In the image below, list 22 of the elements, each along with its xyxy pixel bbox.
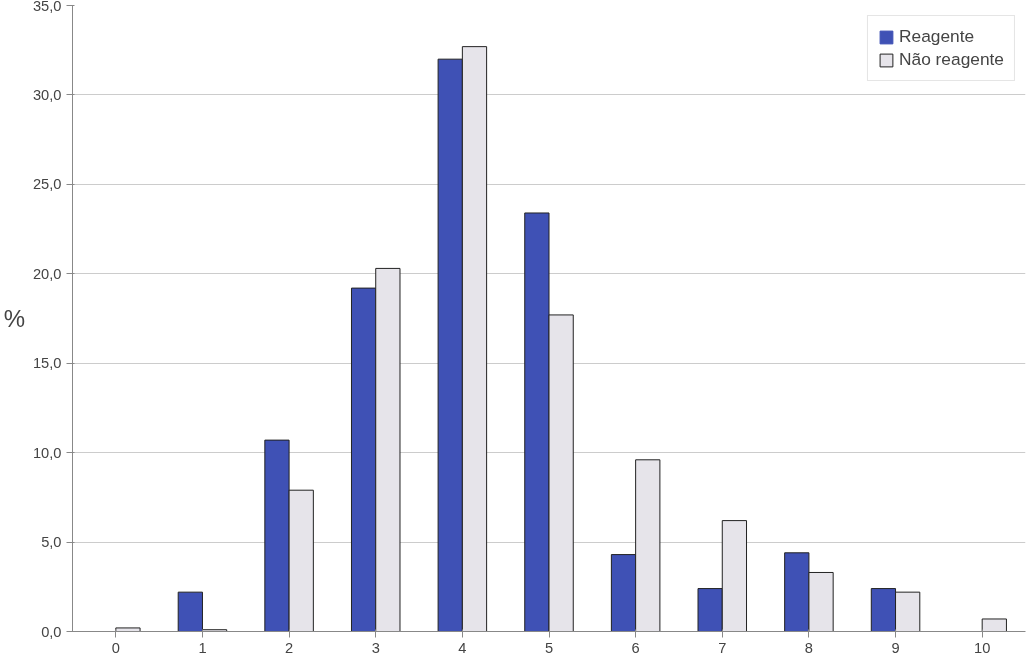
legend-label: Reagente — [898, 26, 975, 47]
x-tick-label: 4 — [458, 639, 467, 656]
x-tick-label: 8 — [804, 639, 813, 656]
x-tick-label: 7 — [718, 639, 727, 656]
y-tick-label: 10,0 — [32, 444, 62, 461]
y-tick-label: 20,0 — [32, 265, 62, 282]
x-tick-label: 0 — [111, 639, 120, 656]
legend-label: Não reagente — [898, 49, 1004, 70]
x-tick-label: 9 — [891, 639, 900, 656]
x-tick-label: 10 — [974, 639, 991, 656]
y-tick-label: 0,0 — [41, 623, 62, 640]
y-axis-title: % — [3, 305, 25, 332]
y-tick-label: 35,0 — [32, 0, 62, 14]
x-tick-label: 3 — [371, 639, 380, 656]
y-tick-label: 25,0 — [32, 176, 62, 193]
x-tick-label: 6 — [631, 639, 640, 656]
y-tick-label: 30,0 — [32, 86, 62, 103]
x-tick-label: 1 — [198, 639, 207, 656]
x-tick-label: 5 — [544, 639, 554, 656]
x-tick-label: 2 — [285, 639, 294, 656]
y-tick-label: 15,0 — [32, 355, 62, 372]
y-tick-label: 5,0 — [41, 534, 62, 551]
